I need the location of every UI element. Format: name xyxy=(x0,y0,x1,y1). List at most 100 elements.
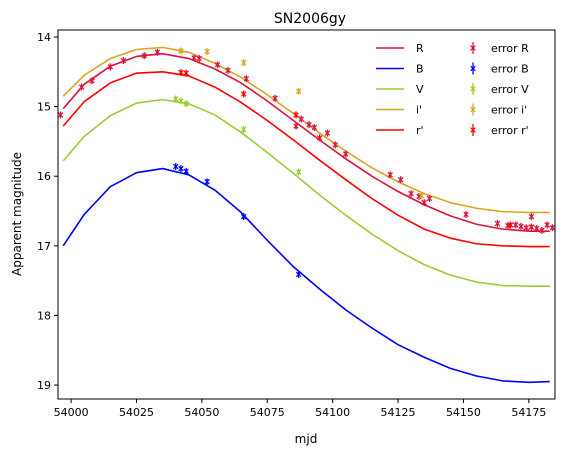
y-tick-label: 15 xyxy=(37,101,51,114)
data-point xyxy=(240,90,247,98)
y-tick-label: 16 xyxy=(37,170,51,183)
data-point xyxy=(178,97,184,105)
legend-label: R xyxy=(416,42,424,55)
error-series-4 xyxy=(178,68,535,231)
data-point xyxy=(518,222,524,230)
axes-frame xyxy=(57,29,556,400)
data-point xyxy=(78,83,85,91)
series-line-0 xyxy=(62,52,550,233)
data-point xyxy=(293,122,299,130)
x-axis-label: mjd xyxy=(295,432,318,446)
data-point xyxy=(107,63,114,71)
chart-title: SN2006gy xyxy=(274,11,346,27)
error-series-2 xyxy=(172,95,302,176)
series-line-3 xyxy=(62,46,550,214)
x-axis: 54000 54025 54050 54075 54100 54125 54150 54175 xyxy=(54,399,546,419)
data-point xyxy=(141,52,148,60)
y-tick-label: 18 xyxy=(37,309,51,322)
x-tick-label: 54050 xyxy=(184,406,219,419)
y-tick-label: 14 xyxy=(37,31,51,44)
data-point xyxy=(513,221,519,229)
data-point xyxy=(120,57,127,65)
data-point xyxy=(298,115,305,123)
data-point xyxy=(528,223,535,231)
error-series-1 xyxy=(172,162,302,278)
x-tick-label: 54000 xyxy=(54,406,89,419)
data-point xyxy=(178,68,184,76)
data-point xyxy=(89,77,95,85)
data-point xyxy=(418,192,425,200)
data-point xyxy=(295,270,302,278)
data-point xyxy=(240,126,247,134)
data-point xyxy=(533,224,540,232)
data-point xyxy=(332,141,339,149)
legend-swatch xyxy=(470,83,476,95)
x-tick-label: 54125 xyxy=(381,406,416,419)
data-point xyxy=(324,129,331,137)
data-point xyxy=(397,176,404,184)
data-point xyxy=(295,168,302,176)
data-point xyxy=(539,227,545,235)
data-point xyxy=(316,134,323,142)
data-point xyxy=(183,167,189,175)
data-point xyxy=(421,199,427,207)
data-point xyxy=(214,61,221,69)
data-point xyxy=(183,100,189,108)
data-point xyxy=(342,150,349,158)
data-point xyxy=(408,190,414,198)
data-point xyxy=(240,213,247,221)
legend-label: error i' xyxy=(491,104,527,117)
plot-area xyxy=(58,46,555,384)
data-point xyxy=(387,171,393,179)
data-point xyxy=(178,47,184,55)
y-axis: 14 15 16 17 18 19 xyxy=(37,31,58,392)
legend-swatch xyxy=(470,62,476,75)
legend-label: B xyxy=(416,63,424,76)
legend-label: r' xyxy=(416,124,424,137)
data-point xyxy=(523,224,529,232)
data-point xyxy=(528,213,535,221)
data-point xyxy=(272,94,278,102)
legend-label: error V xyxy=(491,83,529,96)
data-point xyxy=(172,95,179,103)
data-point xyxy=(549,224,555,232)
data-point xyxy=(240,59,247,67)
data-point xyxy=(154,48,161,56)
series-line-4 xyxy=(62,70,550,248)
data-point xyxy=(494,220,501,228)
legend-label: error R xyxy=(491,42,529,55)
data-point xyxy=(172,162,179,170)
data-point xyxy=(191,54,197,62)
error-series-0 xyxy=(58,48,555,235)
legend-label: V xyxy=(416,83,424,96)
error-series-3 xyxy=(178,47,425,200)
data-point xyxy=(58,111,64,119)
data-point xyxy=(204,178,210,186)
data-point xyxy=(204,48,210,56)
series-line-2 xyxy=(62,98,550,288)
legend-label: error B xyxy=(491,63,529,76)
legend-swatch xyxy=(470,103,476,116)
y-tick-label: 17 xyxy=(37,240,51,253)
data-point xyxy=(293,111,299,119)
data-point xyxy=(463,211,469,218)
y-axis-label: Apparent magnitude xyxy=(10,152,24,276)
legend-label: i' xyxy=(416,104,422,117)
data-point xyxy=(507,221,514,229)
data-point xyxy=(295,87,302,95)
legend-label: error r' xyxy=(491,124,529,137)
data-point xyxy=(544,221,550,229)
data-point xyxy=(426,194,433,202)
x-tick-label: 54100 xyxy=(315,406,350,419)
x-tick-label: 54075 xyxy=(250,406,285,419)
x-tick-label: 54025 xyxy=(119,406,154,419)
x-tick-label: 54150 xyxy=(446,406,481,419)
legend-swatch xyxy=(470,124,476,136)
data-point xyxy=(196,55,203,63)
series-line-1 xyxy=(62,167,550,384)
legend-swatch xyxy=(470,42,476,54)
y-tick-label: 19 xyxy=(37,379,51,392)
data-point xyxy=(225,66,231,74)
